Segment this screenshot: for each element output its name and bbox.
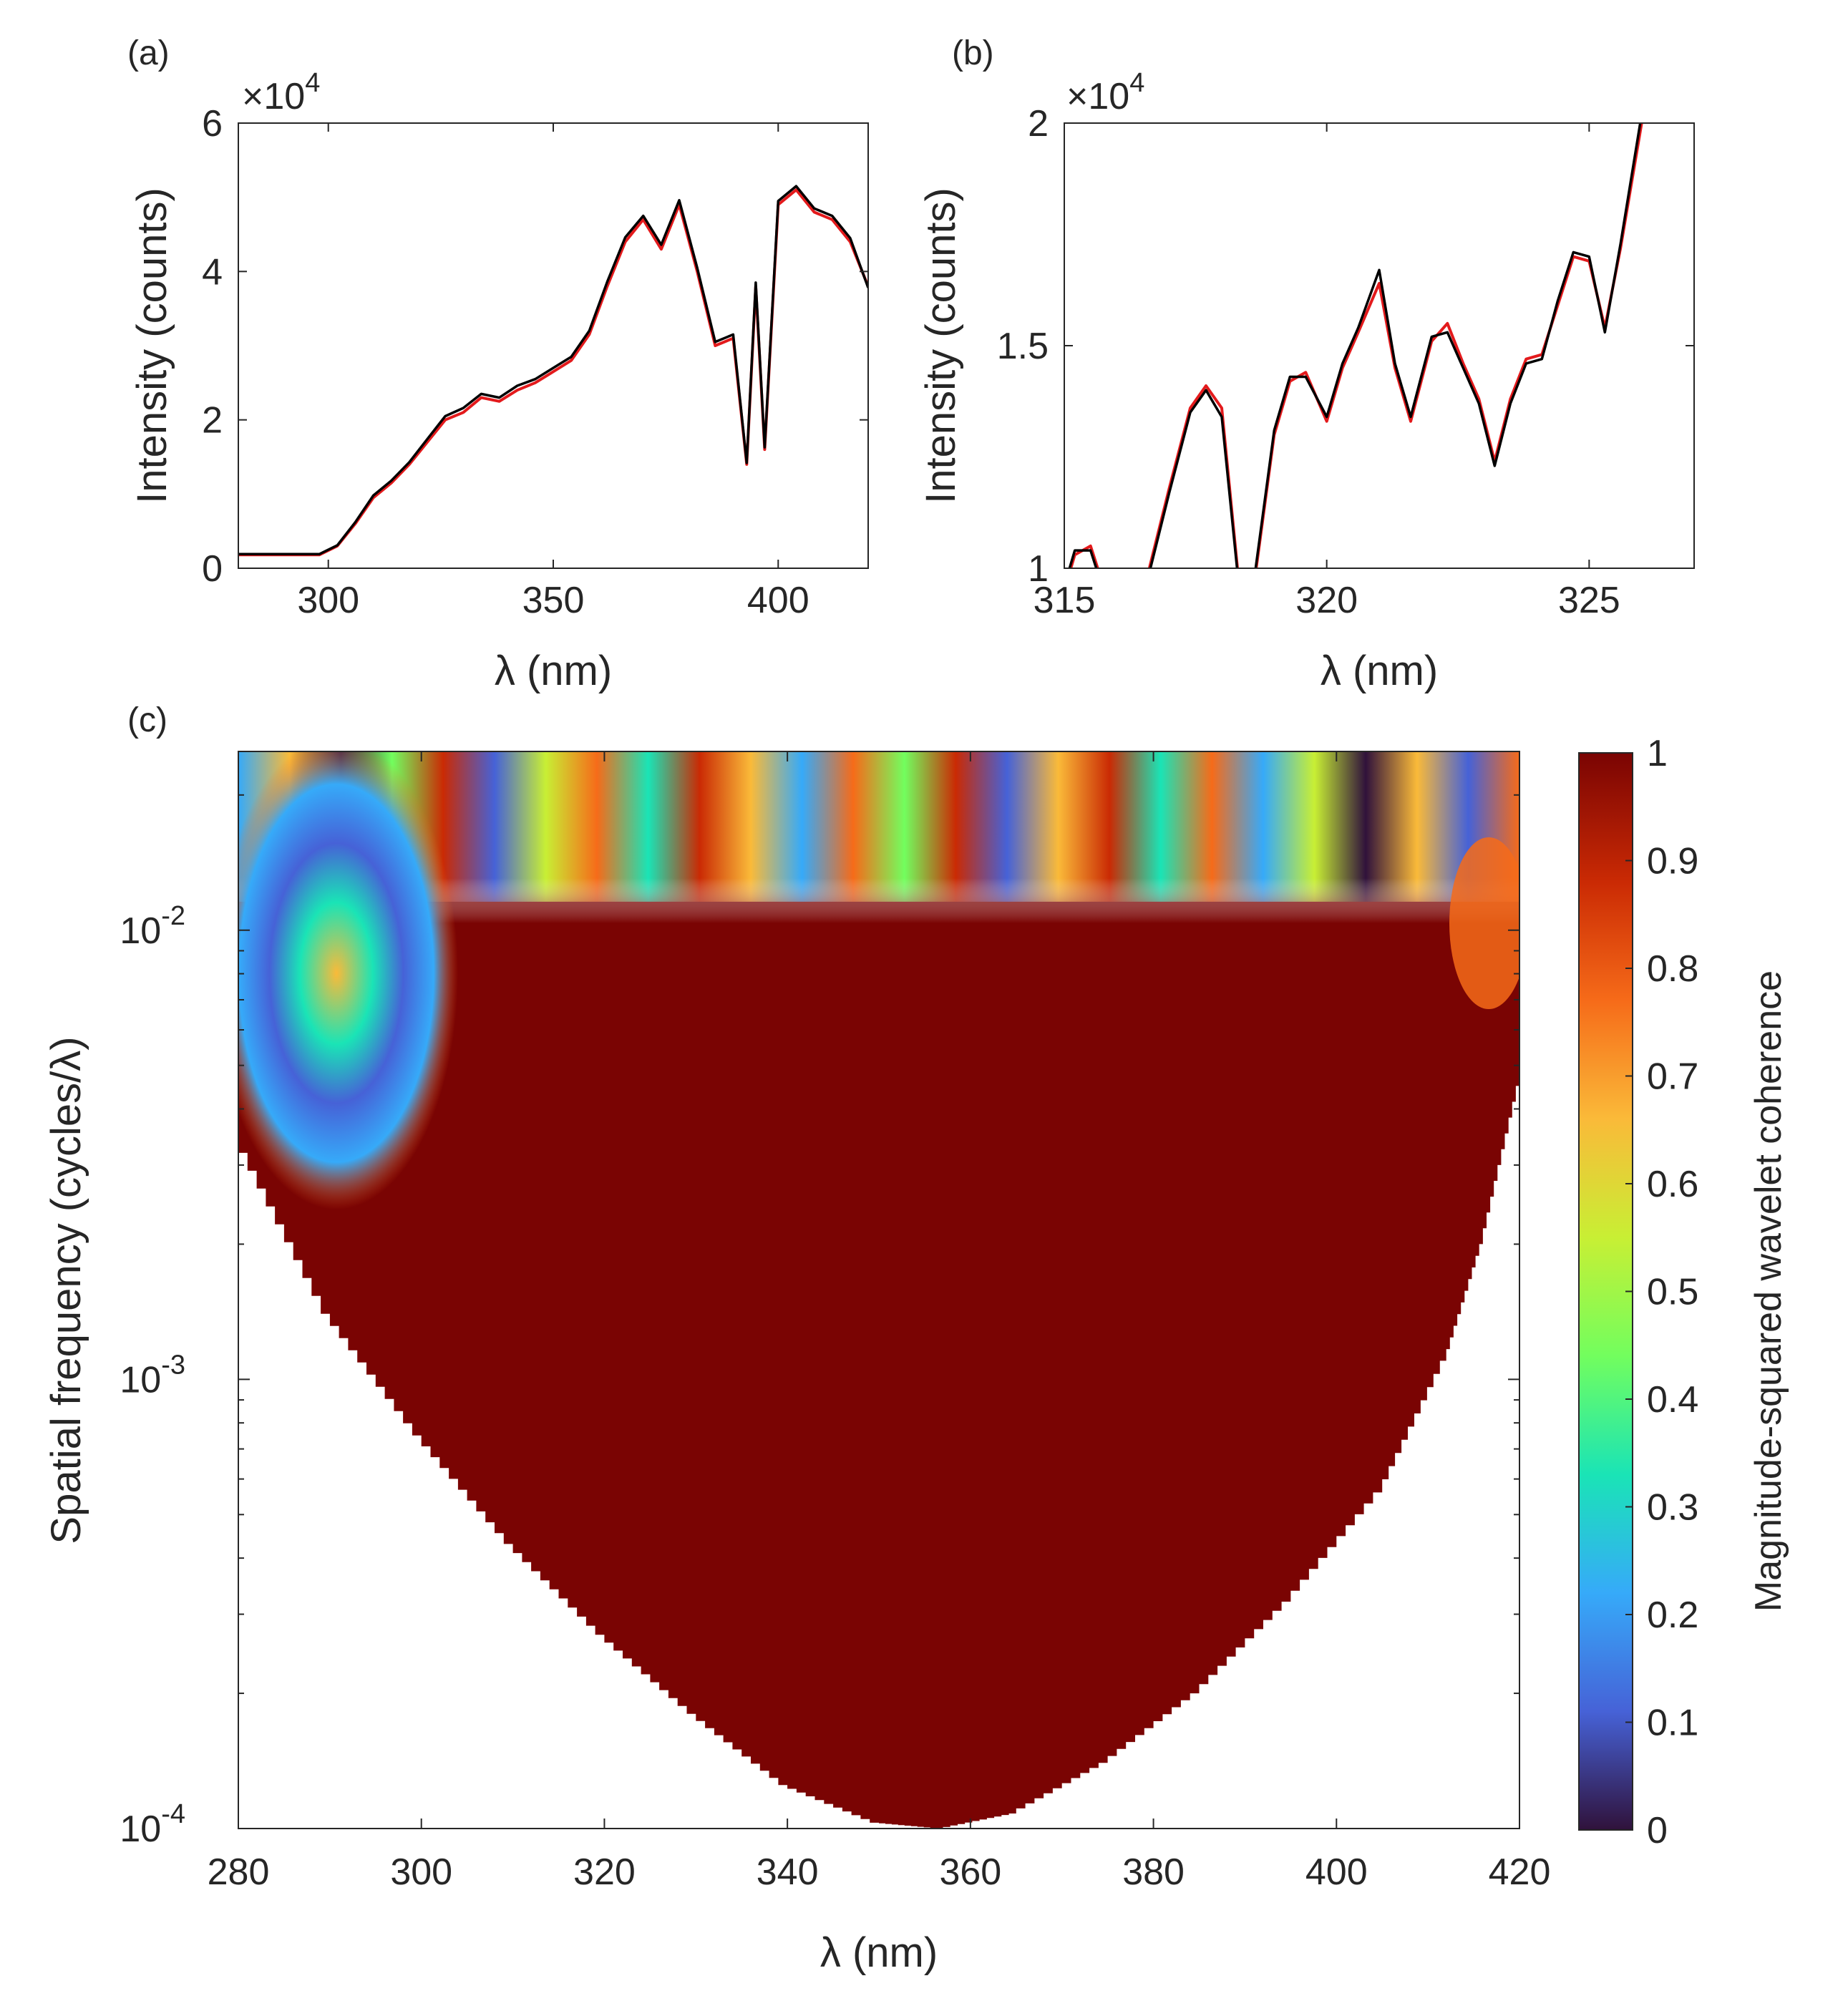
panel-a-series (238, 185, 868, 557)
panel-c-wavelet-coherence: (c) 280 300 320 340 360 380 400 420 10-2 10-3 10-… (43, 701, 1789, 1976)
y-tick-label: 2 (1028, 103, 1049, 145)
colorbar-gradient (1579, 753, 1633, 1830)
x-tick-label: 280 (208, 1851, 270, 1893)
x-tick-label: 360 (939, 1851, 1001, 1893)
colorbar-label: Magnitude-squared wavelet coherence (1748, 970, 1789, 1612)
panel-b-exponent: ×104 (1066, 68, 1144, 117)
panel-b-spectrum-zoom: (b) ×104 315 320 325 11.52 λ (nm) Intensit… (918, 34, 1695, 694)
panel-b-y-ticks: 11.52 (997, 103, 1694, 590)
coherence-low-region-left (238, 751, 458, 1209)
colorbar-tick-label: 0.9 (1647, 841, 1698, 882)
x-tick-label: 315 (1034, 580, 1096, 621)
panel-c-axes-frame (238, 751, 1520, 1829)
panel-a-spectrum: (a) ×104 300 350 400 0 2 4 6 λ (nm) Intensity… (127, 34, 869, 694)
x-tick-label: 400 (1305, 1851, 1368, 1893)
panel-a-label: (a) (127, 34, 170, 72)
panel-c-xlabel: λ (nm) (820, 1929, 938, 1976)
colorbar-tick-label: 0 (1647, 1810, 1668, 1851)
y-tick-label: 6 (202, 103, 223, 145)
y-tick-label: 1 (1028, 548, 1049, 590)
panel-b-xlabel: λ (nm) (1321, 648, 1438, 694)
colorbar-tick-label: 0.4 (1647, 1379, 1698, 1421)
y-tick-label: 10-2 (120, 901, 185, 952)
x-tick-label: 350 (522, 580, 585, 621)
colorbar-ticks: 0 0.1 0.2 0.3 0.4 0.5 0.6 0.7 0.8 0.9 1 (1625, 733, 1698, 1851)
panel-b-series (1068, 123, 1643, 568)
x-tick-label: 320 (573, 1851, 636, 1893)
coherence-mid-region-right (1449, 837, 1519, 1009)
series-line-red (238, 188, 868, 557)
series-line-black (1068, 123, 1642, 568)
colorbar-tick-label: 0.6 (1647, 1164, 1698, 1205)
panel-b-label: (b) (952, 34, 994, 72)
colorbar-tick-label: 0.8 (1647, 948, 1698, 990)
y-tick-label: 0 (202, 548, 223, 590)
panel-c-ylabel: Spatial frequency (cycles/λ) (43, 1036, 89, 1544)
y-tick-label: 2 (202, 400, 223, 442)
panel-c-label: (c) (127, 701, 167, 739)
y-tick-label: 4 (202, 251, 223, 293)
colorbar: 0 0.1 0.2 0.3 0.4 0.5 0.6 0.7 0.8 0.9 1 Magnitude-… (1578, 733, 1789, 1851)
x-tick-label: 380 (1122, 1851, 1185, 1893)
colorbar-tick-label: 1 (1647, 733, 1668, 774)
panel-a-xlabel: λ (nm) (495, 648, 612, 694)
x-tick-label: 300 (297, 580, 359, 621)
panel-b-ylabel: Intensity (counts) (918, 188, 964, 504)
y-tick-label: 10-3 (120, 1350, 185, 1401)
x-tick-label: 300 (390, 1851, 452, 1893)
panel-a-axes-frame (238, 122, 869, 569)
panel-a-exponent: ×104 (242, 68, 320, 117)
panel-a-y-ticks: 0 2 4 6 (202, 103, 868, 590)
y-tick-label: 10-4 (120, 1799, 185, 1850)
x-tick-label: 400 (747, 580, 809, 621)
x-tick-label: 420 (1489, 1851, 1551, 1893)
colorbar-tick-label: 0.5 (1647, 1272, 1698, 1313)
series-line-black (238, 185, 868, 556)
x-tick-label: 325 (1558, 580, 1620, 621)
x-tick-label: 320 (1295, 580, 1358, 621)
coherence-heatmap (238, 751, 1519, 1829)
colorbar-tick-label: 0.7 (1647, 1056, 1698, 1098)
colorbar-tick-label: 0.3 (1647, 1487, 1698, 1529)
colorbar-tick-label: 0.2 (1647, 1595, 1698, 1636)
x-tick-label: 340 (757, 1851, 819, 1893)
y-tick-label: 1.5 (997, 326, 1049, 367)
panel-a-x-ticks: 300 350 400 (297, 123, 809, 621)
series-line-red (1069, 123, 1643, 568)
panel-a-ylabel: Intensity (counts) (129, 188, 175, 504)
panel-c-x-ticks: 280 300 320 340 360 380 400 420 (208, 751, 1551, 1893)
panel-b-axes-frame (1064, 122, 1695, 569)
colorbar-tick-label: 0.1 (1647, 1703, 1698, 1744)
panel-b-x-ticks: 315 320 325 (1034, 123, 1620, 621)
